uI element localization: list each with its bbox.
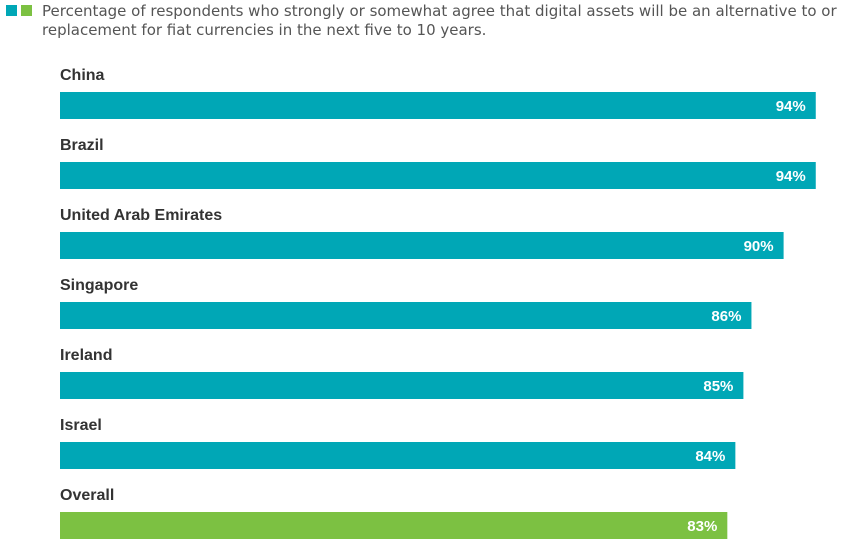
bar-group-overall: Overall 83% <box>60 487 728 539</box>
value-label-singapore: 86% <box>711 308 741 325</box>
category-label-united-arab-emirates: United Arab Emirates <box>60 207 222 224</box>
value-label-china: 94% <box>776 98 806 115</box>
value-label-ireland: 85% <box>703 378 733 395</box>
value-label-united-arab-emirates: 90% <box>744 238 774 255</box>
category-label-israel: Israel <box>60 417 102 434</box>
bar-israel <box>60 442 736 469</box>
bar-group-china: China 94% <box>60 67 816 119</box>
value-label-israel: 84% <box>695 448 725 465</box>
bar-group-brazil: Brazil 94% <box>60 137 816 189</box>
chart-title: Percentage of respondents who strongly o… <box>42 2 837 39</box>
value-label-brazil: 94% <box>776 168 806 185</box>
bar-united-arab-emirates <box>60 232 784 259</box>
bar-group-ireland: Ireland 85% <box>60 347 744 399</box>
category-label-brazil: Brazil <box>60 137 104 154</box>
bar-overall <box>60 512 728 539</box>
category-label-singapore: Singapore <box>60 277 138 294</box>
bar-china <box>60 92 816 119</box>
bar-ireland <box>60 372 744 399</box>
bar-singapore <box>60 302 752 329</box>
category-label-china: China <box>60 67 105 84</box>
bar-group-united-arab-emirates: United Arab Emirates 90% <box>60 207 784 259</box>
legend-swatch-green <box>21 5 32 16</box>
category-label-overall: Overall <box>60 487 114 504</box>
bar-group-israel: Israel 84% <box>60 417 736 469</box>
bar-brazil <box>60 162 816 189</box>
bar-group-singapore: Singapore 86% <box>60 277 752 329</box>
legend-swatches <box>6 5 32 16</box>
value-label-overall: 83% <box>687 518 717 535</box>
category-label-ireland: Ireland <box>60 347 112 364</box>
legend-swatch-teal <box>6 5 17 16</box>
